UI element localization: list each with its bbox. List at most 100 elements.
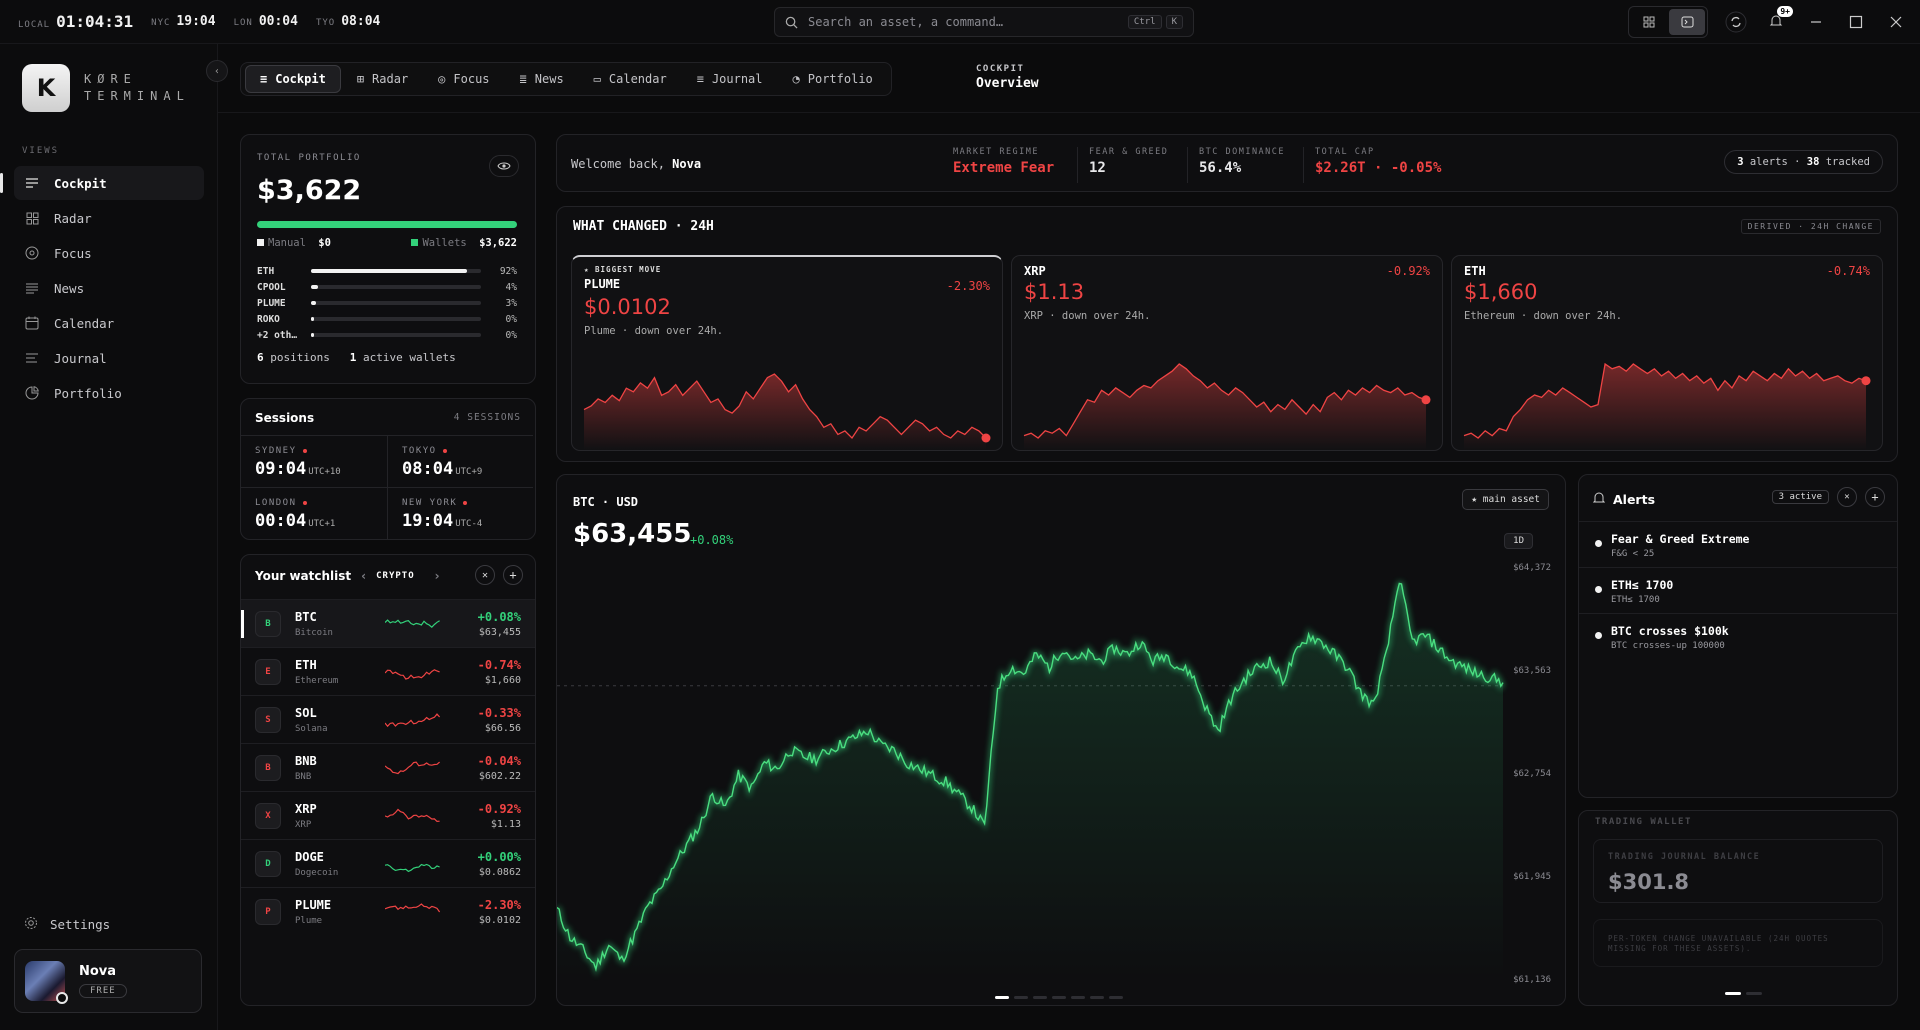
chart-pager bbox=[995, 996, 1123, 999]
clock-lon: LON 00:04 bbox=[233, 14, 298, 29]
biggest-move-label: ★ BIGGEST MOVE bbox=[584, 265, 662, 274]
alert-item[interactable]: ETH≤ 1700 ETH≤ 1700 bbox=[1579, 567, 1897, 613]
metric-fear-greed: FEAR & GREED 12 bbox=[1089, 147, 1169, 176]
btc-price-chart bbox=[557, 581, 1505, 981]
sidebar: K KØRE TERMINAL ‹ VIEWS Cockpit Radar Foc… bbox=[0, 44, 228, 1030]
mover-card-plume[interactable]: ★ BIGGEST MOVE PLUME -2.30% $0.0102 Plum… bbox=[571, 255, 1003, 451]
tab-portfolio[interactable]: ◔ Portfolio bbox=[792, 72, 873, 86]
sessions-title: Sessions bbox=[255, 411, 315, 425]
tab-radar[interactable]: ⊞ Radar bbox=[356, 72, 409, 86]
y-tick-label: $61,136 bbox=[1513, 975, 1551, 985]
coin-icon: P bbox=[255, 898, 281, 925]
views-section-label: VIEWS bbox=[22, 146, 60, 156]
sidebar-item-focus[interactable]: Focus bbox=[14, 236, 204, 270]
allocation-row: ROKO 0% bbox=[257, 313, 517, 325]
close-icon[interactable] bbox=[1876, 0, 1916, 44]
close-icon: ✕ bbox=[1844, 492, 1850, 502]
prev-category-button[interactable]: ‹ bbox=[361, 569, 367, 583]
user-card[interactable]: Nova FREE bbox=[14, 949, 202, 1013]
logo-text: KØRE TERMINAL bbox=[84, 72, 190, 103]
mover-card-xrp[interactable]: XRP -0.92% $1.13 XRP · down over 24h. bbox=[1011, 255, 1443, 451]
watchlist-row-xrp[interactable]: X XRP XRP -0.92% $1.13 bbox=[241, 791, 535, 839]
tab-news[interactable]: ≣ News bbox=[519, 72, 564, 86]
portfolio-total: $3,622 bbox=[257, 175, 362, 206]
mover-area bbox=[1024, 364, 1426, 450]
alerts-tracked-pill[interactable]: 3 alerts · 38 tracked bbox=[1724, 150, 1883, 174]
watchlist-tools: ✕ + bbox=[475, 565, 523, 585]
tab-calendar[interactable]: ▭ Calendar bbox=[593, 72, 667, 86]
tab-cockpit[interactable]: ≡ Cockpit bbox=[245, 65, 341, 93]
pie-icon bbox=[24, 385, 40, 401]
minimize-icon[interactable] bbox=[1796, 0, 1836, 44]
avatar bbox=[25, 961, 68, 1004]
tab-journal[interactable]: ≡ Journal bbox=[696, 72, 763, 86]
coin-icon: B bbox=[255, 754, 281, 781]
sidebar-item-radar[interactable]: Radar bbox=[14, 201, 204, 235]
next-category-button[interactable]: › bbox=[434, 569, 440, 583]
remove-watchlist-button[interactable]: ✕ bbox=[475, 565, 495, 585]
mover-area bbox=[584, 374, 986, 450]
dismiss-alerts-button[interactable]: ✕ bbox=[1837, 487, 1857, 507]
alert-item[interactable]: BTC crosses $100k BTC crosses-up 100000 bbox=[1579, 613, 1897, 659]
watchlist-sparkline bbox=[385, 761, 440, 774]
session-sydney: SYDNEY 09:04 UTC+10 bbox=[241, 435, 387, 487]
mover-sparkline bbox=[1023, 363, 1431, 450]
maximize-icon[interactable] bbox=[1836, 0, 1876, 44]
grid-icon: ⊞ bbox=[356, 72, 365, 86]
watchlist-row-btc[interactable]: B BTC Bitcoin +0.08% $63,455 bbox=[241, 599, 535, 647]
mover-last-point bbox=[1861, 376, 1871, 386]
trading-wallet-card: TRADING WALLET TRADING JOURNAL BALANCE $… bbox=[1578, 810, 1898, 1006]
y-tick-label: $64,372 bbox=[1513, 563, 1551, 573]
what-changed-card: WHAT CHANGED · 24H DERIVED · 24H CHANGE … bbox=[556, 206, 1898, 462]
sidebar-item-cockpit[interactable]: Cockpit bbox=[14, 166, 204, 200]
watchlist-row-doge[interactable]: D DOGE Dogecoin +0.00% $0.0862 bbox=[241, 839, 535, 887]
notifications-icon[interactable]: 9+ bbox=[1756, 0, 1796, 44]
search-shortcut: Ctrl K bbox=[1127, 15, 1183, 29]
window-controls: 9+ bbox=[1628, 0, 1920, 44]
chart-change: +0.08% bbox=[690, 533, 734, 547]
search-icon bbox=[785, 16, 798, 29]
mover-line bbox=[1023, 363, 1427, 439]
y-tick-label: $62,754 bbox=[1513, 769, 1551, 779]
sidebar-item-portfolio[interactable]: Portfolio bbox=[14, 376, 204, 410]
journal-icon: ≡ bbox=[696, 72, 704, 86]
timeframe-button[interactable]: 1D bbox=[1504, 533, 1533, 549]
sidebar-item-settings[interactable]: Settings bbox=[24, 916, 110, 933]
watchlist-row-plume[interactable]: P PLUME Plume -2.30% $0.0102 bbox=[241, 887, 535, 935]
command-search[interactable]: Search an asset, a command… Ctrl K bbox=[774, 7, 1194, 37]
what-changed-title: WHAT CHANGED · 24H bbox=[573, 219, 714, 234]
tab-focus[interactable]: ◎ Focus bbox=[438, 72, 490, 86]
sidebar-item-calendar[interactable]: Calendar bbox=[14, 306, 204, 340]
session-status-dot bbox=[302, 500, 307, 505]
allocation-fill bbox=[311, 285, 318, 289]
chart-price: $63,455 bbox=[573, 519, 692, 549]
view-tabs: ≡ Cockpit ⊞ Radar ◎ Focus ≣ News ▭ Calendar ≡… bbox=[240, 62, 892, 96]
watchlist-row-sol[interactable]: S SOL Solana -0.33% $66.56 bbox=[241, 695, 535, 743]
plan-badge: FREE bbox=[79, 984, 127, 998]
news-icon: ≣ bbox=[519, 72, 527, 86]
watchlist-row-bnb[interactable]: B BNB BNB -0.04% $602.22 bbox=[241, 743, 535, 791]
sessions-card: Sessions 4 SESSIONS SYDNEY 09:04 UTC+10 TO… bbox=[240, 398, 536, 540]
coin-icon: S bbox=[255, 706, 281, 733]
add-watchlist-button[interactable]: + bbox=[503, 565, 523, 585]
add-alert-button[interactable]: + bbox=[1865, 487, 1885, 507]
watchlist-category: CRYPTO bbox=[376, 571, 415, 581]
toggle-visibility-button[interactable] bbox=[489, 155, 519, 177]
close-icon: ✕ bbox=[481, 569, 489, 581]
alert-item[interactable]: Fear & Greed Extreme F&G < 25 bbox=[1579, 521, 1897, 567]
watchlist-row-eth[interactable]: E ETH Ethereum -0.74% $1,660 bbox=[241, 647, 535, 695]
y-tick-label: $61,945 bbox=[1513, 872, 1551, 882]
mover-card-eth[interactable]: ETH -0.74% $1,660 Ethereum · down over 2… bbox=[1451, 255, 1883, 451]
sidebar-item-news[interactable]: News bbox=[14, 271, 204, 305]
terminal-layout-icon[interactable] bbox=[1669, 9, 1705, 35]
btc-chart-card: BTC · USD $63,455 +0.08% ★ main asset 1D… bbox=[556, 474, 1566, 1006]
grid-layout-icon[interactable] bbox=[1631, 9, 1667, 35]
sidebar-item-journal[interactable]: Journal bbox=[14, 341, 204, 375]
main-asset-badge[interactable]: ★ main asset bbox=[1462, 489, 1549, 510]
app-logo: K KØRE TERMINAL bbox=[22, 64, 190, 112]
welcome-bar: Welcome back, Nova MARKET REGIME Extreme … bbox=[556, 134, 1898, 192]
allocation-fill bbox=[311, 317, 315, 321]
refresh-icon[interactable] bbox=[1716, 0, 1756, 44]
collapse-sidebar-button[interactable]: ‹ bbox=[206, 60, 228, 82]
watchlist-sparkline bbox=[385, 712, 441, 727]
